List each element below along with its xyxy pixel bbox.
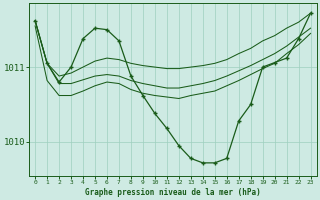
X-axis label: Graphe pression niveau de la mer (hPa): Graphe pression niveau de la mer (hPa): [85, 188, 261, 197]
